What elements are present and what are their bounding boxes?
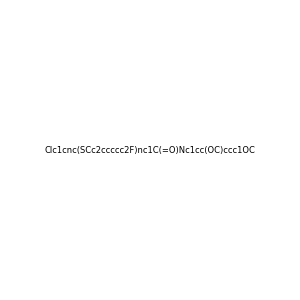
Text: Clc1cnc(SCc2ccccc2F)nc1C(=O)Nc1cc(OC)ccc1OC: Clc1cnc(SCc2ccccc2F)nc1C(=O)Nc1cc(OC)ccc… — [45, 146, 255, 154]
